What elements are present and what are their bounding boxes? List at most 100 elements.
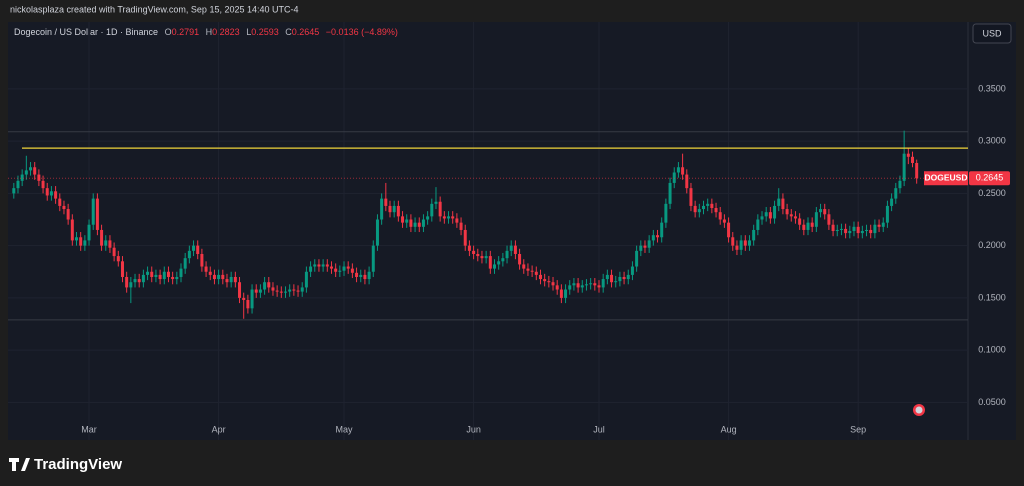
candle-body — [20, 174, 24, 181]
candle-body — [551, 282, 555, 286]
candle-body — [906, 153, 910, 157]
candle-body — [584, 284, 588, 286]
candle-body — [902, 153, 906, 181]
candle-body — [29, 167, 33, 171]
candle-body — [618, 276, 622, 282]
y-tick-label: 0.1500 — [978, 292, 1006, 302]
y-tick-label: 0.1000 — [978, 345, 1006, 355]
candle-body — [722, 219, 726, 223]
candle-body — [668, 182, 672, 204]
candle-body — [915, 162, 919, 179]
candle-body — [309, 266, 313, 272]
legend-c-value: 0.2645 — [292, 27, 320, 37]
candle-body — [685, 174, 689, 189]
candle-body — [438, 201, 442, 217]
candle-body — [363, 274, 367, 280]
candle-body — [329, 266, 333, 269]
candle-body — [275, 290, 279, 292]
candle-body — [129, 282, 133, 288]
y-tick-label: 0.2000 — [978, 240, 1006, 250]
candle-body — [509, 245, 513, 251]
legend-o-label: O — [165, 27, 172, 37]
candle-body — [192, 245, 196, 251]
candle-body — [773, 205, 777, 219]
candle-body — [518, 253, 522, 265]
candle-body — [739, 240, 743, 250]
candle-body — [87, 224, 91, 241]
candle-body — [476, 253, 480, 257]
candle-body — [375, 219, 379, 246]
candle-body — [426, 216, 430, 220]
candle-body — [727, 222, 731, 238]
candle-body — [564, 289, 568, 298]
currency-button[interactable] — [972, 23, 1012, 44]
candle-body — [242, 297, 246, 300]
candle-body — [459, 222, 463, 230]
candle-body — [643, 245, 647, 248]
candle-body — [672, 172, 676, 183]
candle-body — [208, 271, 212, 275]
currency-label[interactable]: USD — [982, 28, 1002, 38]
candle-body — [417, 222, 421, 227]
candle-body — [54, 191, 58, 199]
candle-body — [455, 218, 459, 223]
y-tick-label: 0.3500 — [978, 83, 1006, 93]
x-tick-label: Apr — [212, 424, 226, 434]
candle-body — [371, 245, 375, 272]
candle-body — [656, 235, 660, 238]
candle-body — [793, 216, 797, 219]
candle-body — [781, 198, 785, 210]
events-icon[interactable] — [913, 404, 925, 416]
candle-body — [355, 272, 359, 277]
plot: 0.0500 0.1000 0.1500 0.2000 0.2500 0.3000 0.35… — [8, 22, 1010, 440]
candle-body — [568, 285, 572, 290]
candle-body — [325, 264, 329, 267]
candle-body — [467, 245, 471, 251]
legend-change: −0.0136 (−4.89%) — [326, 27, 398, 37]
candle-body — [697, 209, 701, 213]
candle-body — [359, 274, 363, 277]
candle-body — [16, 180, 20, 189]
legend-o-value: 0.2791 — [172, 27, 200, 37]
chart-pane — [8, 22, 1016, 440]
candle-body — [183, 258, 187, 269]
candle-body — [12, 188, 16, 194]
candle-body — [263, 282, 267, 290]
brand-name: TradingView — [34, 456, 122, 473]
candle-body — [401, 216, 405, 223]
candle-body — [814, 212, 818, 227]
candle-body — [367, 271, 371, 280]
candle-body — [869, 229, 873, 234]
candle-body — [434, 201, 438, 204]
candle-body — [45, 188, 49, 196]
candle-body — [493, 264, 496, 269]
candle-body — [630, 266, 634, 275]
candle-body — [33, 167, 37, 175]
candle-body — [660, 222, 664, 238]
symbol-title: Dogecoin / US Dollar · 1D · Binance — [14, 27, 158, 37]
candle-body — [819, 209, 823, 213]
symbol-tag-label: DOGEUSD — [925, 172, 968, 182]
candle-body — [451, 216, 455, 219]
legend-l-label: L — [246, 27, 251, 37]
event-flag[interactable] — [915, 406, 923, 414]
candle-body — [856, 226, 860, 234]
logo-mark — [9, 458, 30, 471]
candle-body — [233, 276, 237, 283]
candle-body — [66, 209, 70, 220]
candle-body — [543, 279, 547, 282]
candle-body — [146, 271, 150, 275]
candle-body — [513, 245, 517, 254]
candle-body — [288, 289, 292, 292]
candle-body — [196, 245, 200, 254]
candle-body — [116, 256, 120, 262]
candle-body — [133, 279, 137, 283]
x-tick-label: Sep — [850, 424, 866, 434]
candle-body — [497, 261, 501, 265]
candle-body — [614, 281, 618, 283]
candle-body — [79, 237, 83, 246]
candle-body — [605, 274, 609, 280]
candle-body — [313, 264, 317, 267]
candle-body — [597, 285, 601, 288]
candle-body — [246, 299, 250, 309]
